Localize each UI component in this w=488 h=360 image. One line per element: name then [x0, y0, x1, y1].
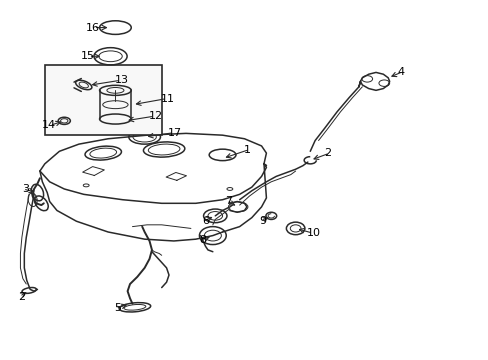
Text: 7: 7 [225, 196, 232, 206]
Text: 1: 1 [243, 144, 250, 154]
Text: 6: 6 [202, 216, 208, 226]
Text: 11: 11 [161, 94, 174, 104]
Text: 10: 10 [306, 228, 320, 238]
Text: 2: 2 [323, 148, 330, 158]
Text: 8: 8 [199, 235, 206, 245]
Text: 4: 4 [396, 67, 403, 77]
Text: 16: 16 [85, 23, 99, 33]
Text: 2: 2 [18, 292, 25, 302]
Text: 12: 12 [148, 111, 163, 121]
Bar [45, 65, 162, 135]
Text: 13: 13 [114, 75, 128, 85]
Text: 3: 3 [21, 184, 29, 194]
Text: 17: 17 [168, 128, 182, 138]
Text: 15: 15 [81, 51, 94, 61]
Text: 14: 14 [41, 121, 55, 130]
Text: 9: 9 [259, 216, 266, 225]
Text: 5: 5 [114, 303, 121, 314]
